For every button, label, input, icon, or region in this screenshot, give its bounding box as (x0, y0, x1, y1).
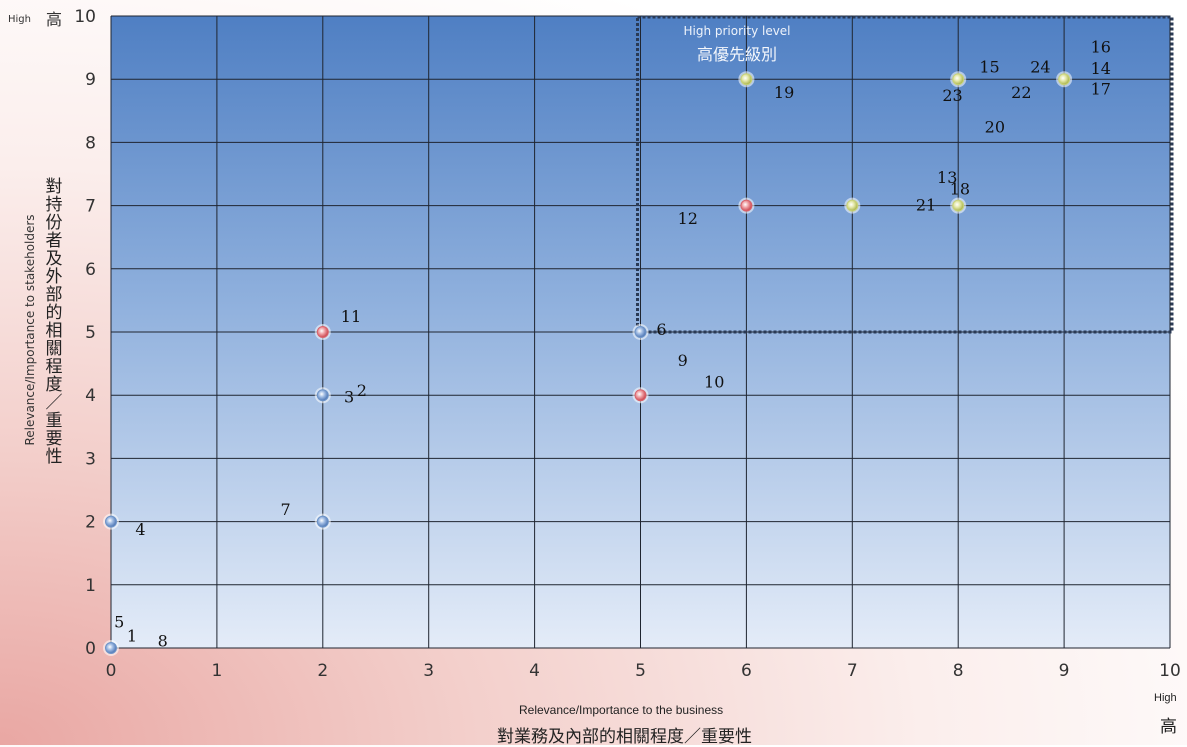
y-tick-label: 6 (85, 260, 96, 280)
point-label: 2 (357, 381, 367, 400)
y-tick-label: 10 (74, 7, 96, 27)
data-point (950, 197, 967, 214)
data-points (103, 71, 1073, 656)
y-tick-label: 8 (85, 133, 96, 153)
point-label: 3 (344, 387, 354, 406)
data-point (738, 197, 755, 214)
x-tick-label: 1 (211, 661, 222, 681)
region-label-en: High priority level (683, 24, 790, 38)
y-high-label-en: High (8, 14, 31, 25)
y-tick-label: 5 (85, 323, 96, 343)
point-label: 13 (937, 168, 957, 187)
x-high-label-en: High (1154, 692, 1177, 704)
point-label: 10 (704, 372, 724, 391)
x-tick-label: 6 (741, 661, 752, 681)
point-label: 1 (127, 626, 137, 645)
point-label: 15 (979, 58, 999, 77)
point-label: 14 (1091, 59, 1111, 78)
x-tick-label: 9 (1059, 661, 1070, 681)
high-priority-region (636, 15, 1174, 334)
point-label: 5 (114, 612, 124, 631)
point-label: 16 (1091, 37, 1111, 56)
point-label: 17 (1091, 80, 1111, 99)
region-label-cn: 高優先級別 (697, 45, 777, 64)
y-tick-label: 2 (85, 513, 96, 533)
point-label: 20 (985, 118, 1005, 137)
data-point (314, 387, 331, 404)
x-tick-label: 4 (529, 661, 540, 681)
x-tick-label: 8 (953, 661, 964, 681)
data-point (314, 324, 331, 340)
x-tick-labels: 0 1 2 3 4 5 6 7 8 9 10 (106, 661, 1181, 681)
point-label: 19 (774, 83, 794, 102)
y-tick-label: 0 (85, 639, 96, 659)
y-high-label-cn: 高 (46, 10, 62, 29)
y-tick-labels: 0 1 2 3 4 5 6 7 8 9 10 (74, 7, 96, 659)
y-axis-label-en: Relevance/Importance to stakeholders (23, 214, 37, 445)
point-label: 7 (280, 500, 290, 519)
point-label: 18 (950, 180, 970, 199)
point-label: 4 (135, 520, 145, 539)
point-label: 23 (942, 86, 962, 105)
point-label: 8 (158, 631, 168, 650)
x-tick-label: 7 (847, 661, 858, 681)
x-tick-label: 2 (317, 661, 328, 681)
data-point (844, 197, 861, 214)
point-label: 24 (1030, 58, 1050, 77)
x-tick-label: 5 (635, 661, 646, 681)
y-tick-label: 9 (85, 70, 96, 90)
y-axis-label-cn: 對持份者及外部的相關程度／重要性 (45, 177, 63, 466)
x-high-label-cn: 高 (1160, 717, 1177, 736)
x-axis-label-en: Relevance/Importance to the business (519, 703, 724, 717)
x-tick-label: 0 (106, 661, 117, 681)
data-point (103, 513, 119, 530)
point-label: 9 (678, 351, 688, 370)
y-tick-label: 4 (85, 386, 96, 406)
data-point (632, 387, 649, 404)
data-point (1056, 71, 1073, 88)
y-tick-label: 3 (85, 449, 96, 469)
x-tick-label: 3 (423, 661, 434, 681)
x-axis-label-cn: 對業務及內部的相關程度／重要性 (497, 727, 752, 746)
point-label: 11 (341, 307, 361, 326)
data-point (103, 640, 119, 656)
y-tick-label: 7 (85, 197, 96, 217)
point-label: 12 (678, 209, 698, 228)
x-tick-label: 10 (1159, 661, 1181, 681)
data-point (738, 71, 755, 88)
point-label: 6 (656, 320, 666, 339)
y-tick-label: 1 (85, 576, 96, 596)
point-label: 21 (916, 195, 936, 214)
data-point (314, 513, 331, 530)
data-point (950, 71, 967, 88)
data-point (632, 324, 649, 340)
point-label: 22 (1011, 83, 1031, 102)
